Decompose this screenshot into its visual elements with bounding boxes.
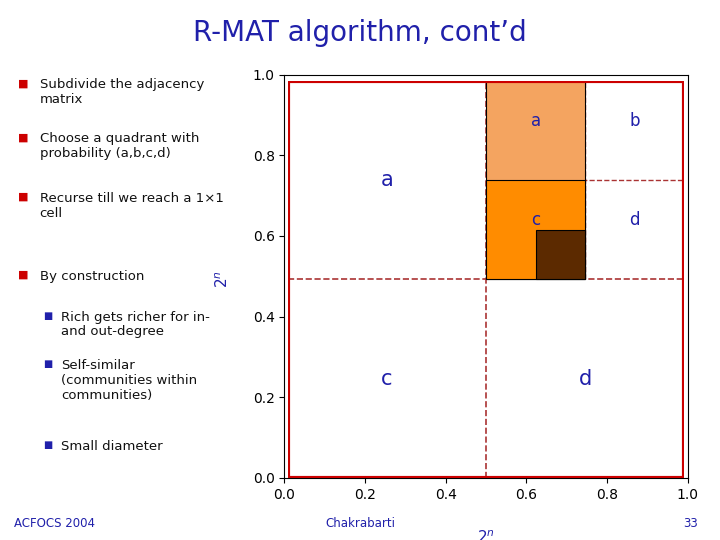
Text: a: a [380, 170, 393, 190]
Text: b: b [629, 112, 640, 130]
Text: c: c [381, 369, 392, 389]
Text: ■: ■ [18, 132, 29, 143]
Text: ■: ■ [18, 270, 29, 280]
Text: ■: ■ [18, 192, 29, 202]
Text: Chakrabarti: Chakrabarti [325, 517, 395, 530]
Text: ■: ■ [43, 310, 53, 321]
Text: Recurse till we reach a 1×1
cell: Recurse till we reach a 1×1 cell [40, 192, 223, 220]
Text: c: c [531, 211, 540, 229]
Bar [486, 81, 585, 280]
Text: $2^n$: $2^n$ [477, 529, 495, 540]
Text: ■: ■ [43, 440, 53, 450]
Text: d: d [629, 211, 640, 229]
Text: a: a [531, 112, 541, 130]
Text: Self-similar
(communities within
communities): Self-similar (communities within communi… [61, 359, 197, 402]
Text: Rich gets richer for in-
and out-degree: Rich gets richer for in- and out-degree [61, 310, 210, 339]
Bar [536, 230, 585, 280]
Text: Choose a quadrant with
probability (a,b,c,d): Choose a quadrant with probability (a,b,… [40, 132, 199, 160]
Text: ACFOCS 2004: ACFOCS 2004 [14, 517, 95, 530]
Text: d: d [579, 369, 592, 389]
Text: $2^n$: $2^n$ [215, 271, 231, 288]
Text: Subdivide the adjacency
matrix: Subdivide the adjacency matrix [40, 78, 204, 106]
Text: R-MAT algorithm, cont’d: R-MAT algorithm, cont’d [193, 19, 527, 47]
Text: By construction: By construction [40, 270, 144, 283]
Bar [486, 180, 585, 280]
Text: ■: ■ [43, 359, 53, 369]
Text: 33: 33 [684, 517, 698, 530]
Text: ■: ■ [18, 78, 29, 89]
Text: Small diameter: Small diameter [61, 440, 163, 453]
